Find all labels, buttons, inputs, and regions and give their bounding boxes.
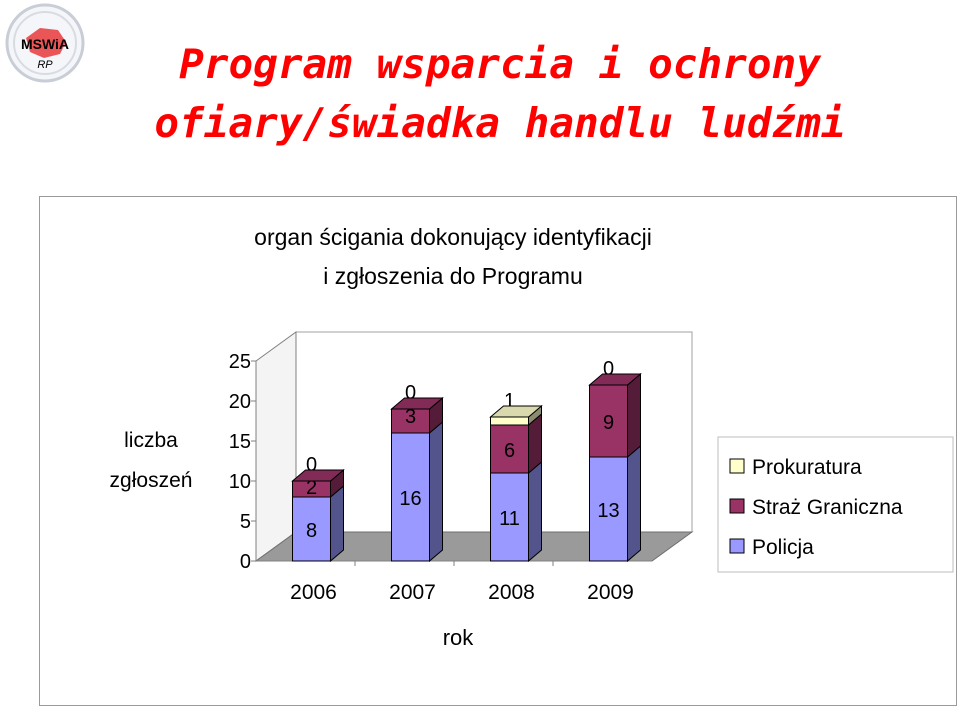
legend-item: Straż Graniczna (729, 496, 903, 519)
bar-front (490, 416, 529, 426)
y-tick-label: 20 (229, 391, 251, 413)
data-label: 13 (597, 500, 619, 522)
bar-side (627, 372, 641, 459)
chart-side-wall (255, 331, 297, 562)
legend-swatch (729, 538, 745, 554)
data-label: 6 (504, 440, 515, 462)
bar-policja-2008 (490, 460, 542, 563)
data-label: 16 (399, 488, 421, 510)
y-axis-label-line1: liczba (124, 429, 178, 452)
data-label: 11 (499, 508, 520, 530)
data-label: 3 (405, 406, 416, 428)
legend-box (717, 436, 954, 573)
y-tick-label: 15 (229, 431, 251, 453)
bar-side (429, 420, 443, 563)
bar-stra-graniczna-2009 (589, 372, 641, 459)
bar-side (330, 484, 344, 563)
chart-title-line1: organ ścigania dokonujący identyfikacji (254, 224, 652, 250)
data-label: 9 (603, 412, 614, 434)
bar-policja-2006 (292, 484, 344, 563)
x-tick-label: 2009 (587, 581, 634, 604)
bar-stra-graniczna-2008 (490, 412, 542, 475)
bar-front (589, 384, 628, 458)
legend-swatch (729, 498, 745, 514)
legend-label: Straż Graniczna (752, 496, 903, 519)
mswia-logo: MSWiA RP (4, 2, 86, 84)
bar-top (390, 397, 444, 410)
chart-back-wall (256, 332, 692, 561)
data-label: 0 (603, 358, 614, 380)
bar-top (489, 405, 543, 418)
slide-title-line2: ofiary/świadka handlu ludźmi (154, 99, 846, 147)
y-tick-label: 5 (240, 511, 251, 533)
bar-top (291, 469, 345, 482)
data-label: 2 (306, 477, 317, 499)
legend-label: Prokuratura (752, 456, 862, 479)
logo-text: MSWiA (21, 36, 69, 52)
bar-front (589, 456, 628, 562)
x-tick-label: 2008 (488, 581, 535, 604)
legend-item: Policja (729, 536, 814, 559)
data-label: 0 (405, 382, 416, 404)
logo-subtext: RP (37, 59, 53, 71)
bar-side (627, 444, 641, 563)
legend-item: Prokuratura (729, 456, 862, 479)
chart-title-line2: i zgłoszenia do Programu (323, 263, 583, 289)
x-axis-label: rok (443, 625, 475, 650)
y-tick-label: 25 (229, 351, 251, 373)
data-label: 8 (306, 520, 317, 542)
legend: Prokuratura Straż Graniczna Policja (717, 436, 954, 573)
x-tick-label: 2007 (389, 581, 436, 604)
slide-title-line1: Program wsparcia i ochrony (179, 40, 821, 88)
y-axis-label-line2: zgłoszeń (110, 469, 193, 492)
bar-top (588, 373, 642, 386)
data-label: 0 (306, 454, 317, 476)
bar-side (528, 460, 542, 563)
y-tick-label: 10 (229, 471, 251, 493)
legend-swatch (729, 458, 745, 474)
chart-back-wall-border (296, 331, 693, 532)
chart-plot-area: 0510152025200682020071630200811612009139… (229, 331, 694, 604)
y-tick-label: 0 (240, 551, 251, 573)
legend-label: Policja (752, 536, 814, 559)
chart-svg: organ ścigania dokonujący identyfikacji … (110, 224, 954, 650)
data-label: 1 (504, 390, 515, 412)
bar-policja-2009 (589, 444, 641, 563)
chart-frame: organ ścigania dokonujący identyfikacji … (39, 196, 957, 706)
x-tick-label: 2006 (290, 581, 337, 604)
